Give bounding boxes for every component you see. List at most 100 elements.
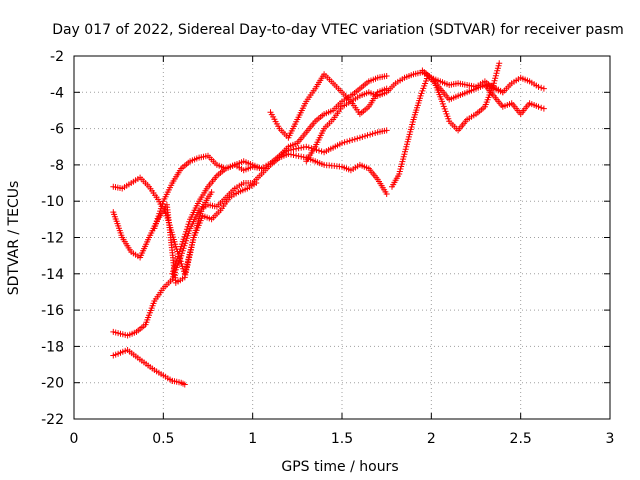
data-point xyxy=(383,127,390,134)
data-point xyxy=(464,112,477,123)
data-point xyxy=(213,167,228,179)
data-point xyxy=(473,82,486,92)
data-point xyxy=(321,141,343,156)
data-point xyxy=(137,236,151,261)
data-point xyxy=(258,161,272,172)
data-point xyxy=(231,181,245,192)
data-point xyxy=(190,206,205,241)
data-point xyxy=(428,74,442,90)
data-point xyxy=(330,100,344,114)
data-point xyxy=(464,86,477,96)
data-point xyxy=(526,78,540,89)
data-point xyxy=(490,83,504,94)
data-point xyxy=(213,196,228,210)
data-point xyxy=(137,174,151,188)
chart-title: Day 017 of 2022, Sidereal Day-to-day VTE… xyxy=(52,22,624,38)
data-point xyxy=(187,209,201,232)
data-point xyxy=(374,86,388,96)
series-track-2 xyxy=(169,377,188,388)
data-point xyxy=(339,94,352,105)
data-point xyxy=(178,379,186,387)
data-point xyxy=(374,127,388,136)
data-point xyxy=(401,72,415,81)
data-point xyxy=(172,275,186,286)
data-point xyxy=(347,163,361,174)
y-tick-label: -14 xyxy=(41,267,64,283)
data-point xyxy=(119,234,133,253)
x-tick-label: 2 xyxy=(427,431,436,447)
data-point xyxy=(455,90,468,99)
data-point xyxy=(163,201,179,284)
data-point xyxy=(321,71,335,85)
data-point xyxy=(499,82,513,96)
x-tick-label: 1 xyxy=(248,431,257,447)
data-point xyxy=(356,90,370,99)
data-point xyxy=(356,79,370,92)
data-point xyxy=(339,163,352,173)
data-point xyxy=(285,141,299,150)
x-axis-label: GPS time / hours xyxy=(281,459,398,475)
data-point xyxy=(356,161,370,171)
series-track-7 xyxy=(169,127,390,277)
data-point xyxy=(517,102,532,118)
data-point xyxy=(178,218,193,250)
data-point xyxy=(276,145,290,159)
data-point xyxy=(124,347,143,363)
data-point xyxy=(128,249,141,260)
data-point xyxy=(249,172,263,186)
data-point xyxy=(110,209,125,239)
data-point xyxy=(267,109,282,130)
data-point xyxy=(473,105,487,118)
data-point xyxy=(496,60,503,67)
y-tick-label: -18 xyxy=(41,339,64,355)
data-point xyxy=(365,75,379,85)
data-point xyxy=(222,162,236,172)
tick-labels: 0 0.5 1 1.5 2 2.5 3 -22 -20 -18 -16 -14 -12 -10 -8 -6 -4… xyxy=(41,49,614,447)
data-point xyxy=(347,87,362,99)
y-tick-label: -8 xyxy=(50,158,64,174)
data-point xyxy=(437,85,451,101)
data-point xyxy=(321,161,343,170)
data-point xyxy=(231,159,245,168)
data-point xyxy=(285,118,300,141)
data-point xyxy=(138,357,156,372)
y-tick-label: -20 xyxy=(41,376,64,392)
x-tick-label: 0 xyxy=(70,431,79,447)
gridlines xyxy=(74,56,610,419)
data-point xyxy=(226,190,240,201)
data-point xyxy=(417,75,430,99)
y-tick-label: -10 xyxy=(41,194,64,210)
data-point xyxy=(181,237,197,281)
data-point xyxy=(446,93,459,103)
data-point xyxy=(312,127,326,150)
data-point xyxy=(267,154,281,167)
data-markers xyxy=(110,60,547,388)
data-point xyxy=(294,100,309,123)
data-point xyxy=(151,287,165,304)
data-point xyxy=(142,300,157,328)
y-tick-label: -12 xyxy=(41,231,64,247)
data-point xyxy=(133,323,147,335)
data-point xyxy=(330,105,344,123)
data-point xyxy=(339,135,361,147)
data-point xyxy=(321,108,334,118)
data-point xyxy=(249,161,263,171)
y-tick-label: -6 xyxy=(50,122,64,138)
series-track-1 xyxy=(110,347,176,384)
data-point xyxy=(128,176,141,186)
data-point xyxy=(253,180,260,187)
data-point xyxy=(208,209,222,223)
data-point xyxy=(240,158,254,167)
data-point xyxy=(383,190,390,197)
data-point xyxy=(196,153,209,161)
data-point xyxy=(303,87,317,105)
data-point xyxy=(178,159,192,172)
data-point xyxy=(169,377,182,386)
data-point xyxy=(383,82,397,96)
data-point xyxy=(439,98,452,122)
data-point xyxy=(410,95,423,123)
data-point xyxy=(312,112,326,125)
data-point xyxy=(508,100,523,116)
data-point xyxy=(374,176,389,195)
data-point xyxy=(169,167,183,186)
